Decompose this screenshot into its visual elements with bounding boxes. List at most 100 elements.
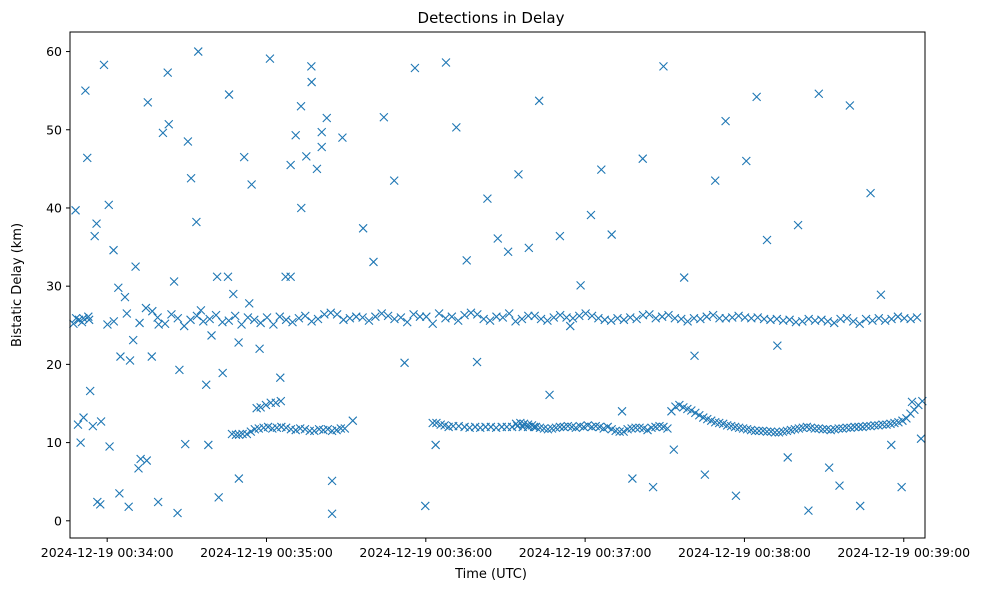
data-point <box>327 476 337 486</box>
data-point <box>147 306 157 316</box>
data-point <box>814 89 824 99</box>
data-point <box>400 358 409 368</box>
data-point <box>243 313 253 322</box>
data-point <box>322 113 332 123</box>
data-point <box>770 428 780 437</box>
data-point <box>104 200 114 210</box>
data-point <box>690 408 700 418</box>
data-point <box>291 130 301 140</box>
data-point <box>244 298 254 308</box>
data-point <box>296 203 306 213</box>
data-point <box>638 154 648 164</box>
data-point <box>854 422 864 432</box>
data-point <box>545 390 554 400</box>
data-point <box>317 142 327 152</box>
y-tick-label: 20 <box>46 357 62 372</box>
data-point <box>511 316 520 326</box>
data-point <box>754 426 764 436</box>
data-point <box>615 427 625 437</box>
data-point <box>275 312 285 322</box>
data-point <box>214 492 224 502</box>
data-point <box>301 151 311 161</box>
data-point <box>276 396 286 406</box>
data-point <box>124 502 134 512</box>
data-point <box>312 164 322 174</box>
data-point <box>607 230 617 239</box>
data-point <box>131 262 140 272</box>
data-point <box>167 309 176 319</box>
data-point <box>358 223 368 233</box>
data-point <box>898 416 907 426</box>
data-point <box>261 400 271 410</box>
data-point <box>493 234 503 243</box>
data-point <box>196 306 206 315</box>
data-point <box>850 422 860 432</box>
data-point <box>485 316 495 325</box>
data-point <box>669 445 679 455</box>
data-point <box>207 331 216 340</box>
plot-area-frame <box>69 31 926 539</box>
data-point <box>90 231 100 241</box>
data-point <box>683 316 693 326</box>
x-tick-label: 2024-12-19 00:35:00 <box>200 545 333 560</box>
data-point <box>694 410 704 420</box>
data-point <box>175 365 184 375</box>
data-point <box>514 169 523 179</box>
data-points <box>69 47 927 519</box>
y-tick-label: 30 <box>46 279 62 294</box>
data-point <box>606 316 616 325</box>
data-point <box>574 311 584 321</box>
data-point <box>88 421 98 431</box>
data-point <box>125 356 135 365</box>
data-point <box>136 454 146 464</box>
data-point <box>83 312 93 322</box>
data-point <box>348 416 358 426</box>
data-point <box>421 312 431 322</box>
data-point <box>785 315 794 325</box>
data-point <box>664 310 673 320</box>
data-point <box>307 316 317 326</box>
data-point <box>294 313 304 323</box>
data-point <box>581 309 591 318</box>
data-point <box>415 312 425 322</box>
data-point <box>81 86 90 96</box>
data-point <box>663 424 672 433</box>
data-point <box>234 338 243 347</box>
data-point <box>74 315 84 325</box>
data-point <box>288 317 297 327</box>
data-point <box>834 424 844 433</box>
data-point <box>679 273 689 282</box>
data-point <box>462 255 472 265</box>
data-point <box>824 463 834 473</box>
x-tick-label: 2024-12-19 00:38:00 <box>678 545 811 560</box>
data-point <box>99 60 109 70</box>
data-point <box>555 422 565 432</box>
data-point <box>122 309 132 318</box>
data-point <box>845 101 855 110</box>
data-point <box>534 96 544 106</box>
data-point <box>377 309 387 318</box>
data-point <box>340 424 350 433</box>
data-point <box>73 420 83 429</box>
data-point <box>212 272 222 282</box>
data-point <box>218 368 228 378</box>
data-point <box>617 406 627 416</box>
x-tick-label: 2024-12-19 00:36:00 <box>359 545 492 560</box>
data-point <box>201 380 211 390</box>
data-point <box>804 506 813 516</box>
data-point <box>596 165 606 175</box>
data-point <box>246 427 256 437</box>
data-point <box>336 424 346 433</box>
data-point <box>84 315 94 325</box>
data-point <box>135 318 144 328</box>
data-point <box>874 313 884 323</box>
data-point <box>848 316 858 326</box>
y-axis-label: Bistatic Delay (km) <box>10 223 25 347</box>
data-point <box>472 309 482 319</box>
data-point <box>676 314 686 324</box>
data-point <box>797 316 807 326</box>
data-point <box>460 310 469 320</box>
data-point <box>631 423 640 433</box>
data-point <box>855 501 865 511</box>
data-point <box>772 341 782 350</box>
